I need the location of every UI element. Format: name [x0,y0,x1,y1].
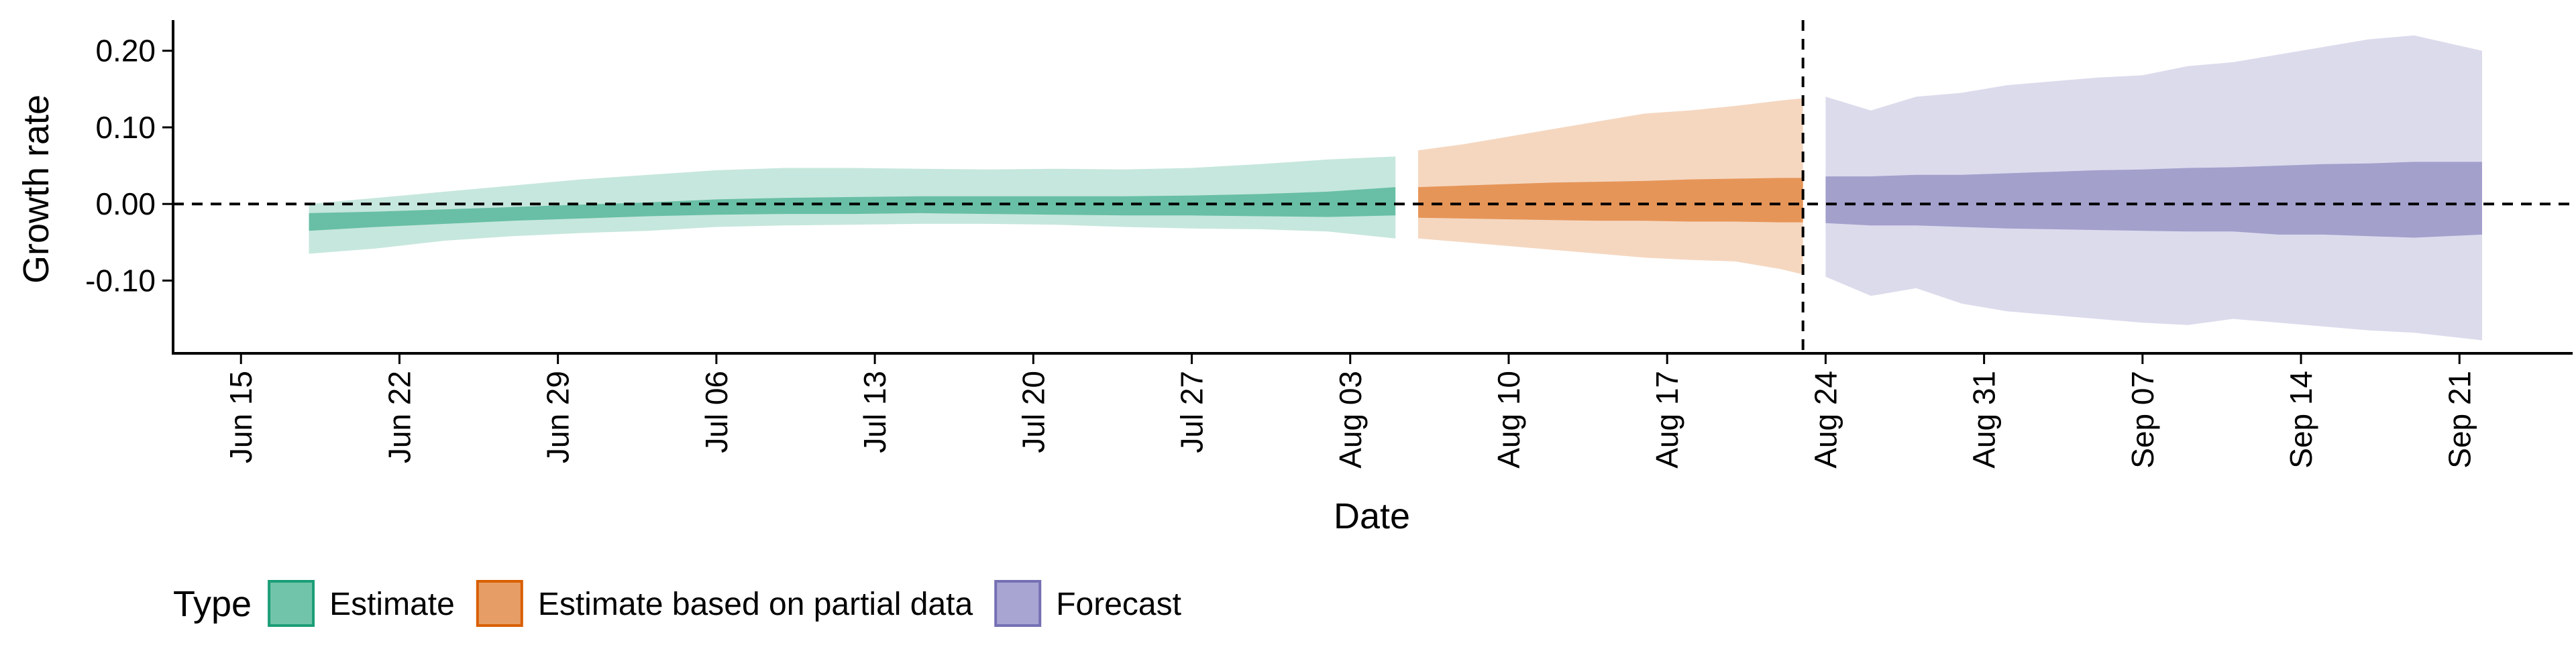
y-tick-label: -0.10 [85,263,156,298]
x-tick-label: Aug 31 [1967,371,2002,469]
x-tick-label: Sep 21 [2442,371,2477,469]
x-tick-label: Aug 17 [1650,371,1684,469]
legend-key [994,580,1042,627]
legend-title: Type [173,584,252,624]
x-tick-label: Jun 29 [541,371,576,463]
legend: Type Estimate Estimate based on partial da… [173,580,1181,627]
x-tick-label: Aug 10 [1491,371,1526,469]
y-axis-title: Growth rate [16,95,56,284]
ribbons-layer [309,35,2482,341]
x-tick-label: Sep 14 [2284,371,2318,469]
y-tick-label: 0.10 [95,110,156,145]
x-tick-label: Jun 15 [223,371,258,463]
x-axis-title: Date [1334,496,1410,536]
axes-layer: -0.10 0.00 0.10 0.20 Jun 15 Jun 22 Jun 29 Jul 0… [85,20,2573,469]
legend-key [476,580,523,627]
legend-label: Forecast [1056,587,1181,622]
x-tick-label: Jun 22 [382,371,417,463]
x-tick-label: Jul 13 [857,371,892,453]
x-tick-label: Aug 03 [1333,371,1368,469]
series-2-inner-band [1418,178,1803,223]
reference-lines [173,20,2573,353]
x-tick-label: Jul 06 [699,371,734,453]
series-1-inner-band [309,187,1396,231]
y-tick-label: 0.20 [95,34,156,68]
x-tick-label: Jul 27 [1175,371,1210,453]
y-tick-label: 0.00 [95,186,156,221]
x-tick-label: Jul 20 [1016,371,1051,453]
series-3-inner-band [1825,162,2482,238]
legend-label: Estimate [329,587,455,622]
x-tick-label: Sep 07 [2125,371,2160,469]
x-tick-label: Aug 24 [1808,371,1843,469]
legend-label: Estimate based on partial data [538,587,973,622]
legend-key [268,580,315,627]
